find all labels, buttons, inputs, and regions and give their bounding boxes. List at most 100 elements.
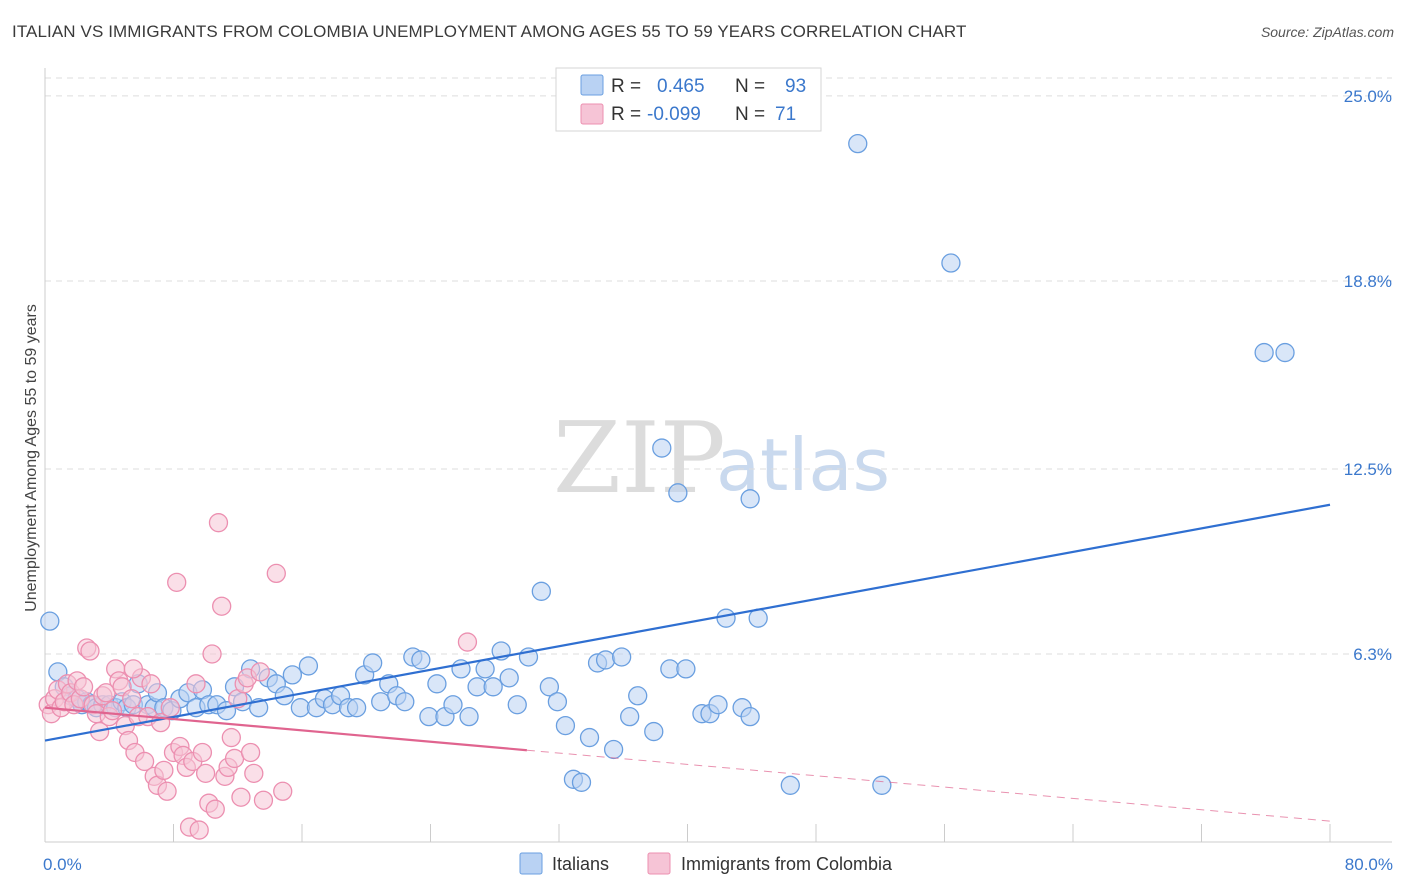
point-1-20 <box>102 701 123 721</box>
point-1-67 <box>266 563 286 584</box>
bottom-legend: Italians Immigrants from Colombia <box>519 852 893 875</box>
chart-title: ITALIAN VS IMMIGRANTS FROM COLOMBIA UNEM… <box>12 22 967 41</box>
point-0-62 <box>499 668 519 688</box>
bottom-legend-swatch-colombia <box>647 852 671 875</box>
x-tick-label-1: 80.0% <box>1345 855 1393 874</box>
point-0-71 <box>579 727 600 748</box>
legend-r-label-1: R = <box>611 76 641 97</box>
legend-r-label-2: R = <box>611 104 641 125</box>
point-0-46 <box>371 692 391 712</box>
point-0-94 <box>941 253 961 273</box>
point-1-47 <box>189 820 209 840</box>
legend-swatch-colombia <box>580 103 604 125</box>
point-0-49 <box>395 692 415 712</box>
trend-line-0 <box>44 503 1331 742</box>
data-points <box>38 134 1295 840</box>
bottom-legend-swatch-italians <box>519 852 543 875</box>
series-1-points <box>38 513 478 840</box>
y-tick-labels: 6.3% 12.5% 18.8% 25.0% <box>1344 87 1392 664</box>
x-tick-label-0: 0.0% <box>43 855 82 874</box>
point-0-96 <box>1275 342 1295 363</box>
point-0-66 <box>539 677 560 697</box>
watermark-zip: ZIP <box>553 402 726 516</box>
point-0-63 <box>507 695 527 715</box>
point-1-11 <box>73 677 94 697</box>
point-0-82 <box>676 659 696 679</box>
point-1-37 <box>157 781 177 801</box>
point-1-32 <box>141 674 161 694</box>
point-0-79 <box>652 438 672 458</box>
point-0-43 <box>346 698 367 718</box>
point-1-60 <box>231 787 251 807</box>
point-1-63 <box>240 742 261 763</box>
y-axis-label: Unemployment Among Ages 55 to 59 years <box>23 304 40 612</box>
point-0-68 <box>555 715 576 736</box>
point-1-13 <box>80 641 100 661</box>
point-1-65 <box>250 662 270 682</box>
point-0-88 <box>740 707 760 727</box>
point-1-52 <box>205 799 225 819</box>
chart-source: Source: ZipAtlas.com <box>1260 24 1394 40</box>
point-0-45 <box>363 653 383 673</box>
watermark: ZIP atlas <box>553 402 890 516</box>
point-0-76 <box>620 707 640 727</box>
legend-n-value-italians: 93 <box>785 76 806 97</box>
y-tick-label-1: 12.5% <box>1344 460 1392 479</box>
legend-n-value-colombia: 71 <box>775 104 796 125</box>
point-1-68 <box>273 781 293 801</box>
point-0-92 <box>848 134 868 154</box>
y-tick-label-0: 6.3% <box>1353 645 1392 664</box>
legend-n-label-2: N = <box>735 104 765 125</box>
y-tick-label-2: 18.8% <box>1344 272 1392 291</box>
legend-n-label-1: N = <box>735 76 765 97</box>
point-0-59 <box>475 659 495 679</box>
point-0-52 <box>419 707 439 727</box>
point-1-36 <box>154 760 174 781</box>
point-0-57 <box>459 707 479 727</box>
point-0-85 <box>708 695 728 715</box>
point-1-51 <box>202 644 222 664</box>
bottom-legend-italians: Italians <box>552 854 609 874</box>
point-0-75 <box>611 647 632 667</box>
point-0-70 <box>571 772 592 792</box>
point-1-53 <box>208 513 229 533</box>
point-0-60 <box>483 677 503 697</box>
gridlines <box>45 77 1392 655</box>
point-0-77 <box>628 686 648 706</box>
point-0-78 <box>644 721 664 742</box>
point-1-49 <box>195 763 216 784</box>
point-1-26 <box>122 689 142 709</box>
point-1-66 <box>253 790 274 810</box>
point-0-37 <box>298 656 319 676</box>
legend-r-value-italians: 0.465 <box>657 76 705 97</box>
point-0-81 <box>668 483 688 503</box>
point-1-64 <box>244 763 264 784</box>
trend-line-dashed-1 <box>526 749 1331 822</box>
legend-r-value-colombia: -0.099 <box>647 104 701 125</box>
point-1-40 <box>167 572 187 593</box>
point-0-35 <box>282 665 303 685</box>
point-0-74 <box>603 739 624 760</box>
point-1-54 <box>212 596 232 616</box>
point-1-58 <box>224 748 245 769</box>
y-tick-label-3: 25.0% <box>1344 87 1392 106</box>
point-1-57 <box>221 727 241 748</box>
point-1-48 <box>192 742 213 763</box>
point-0-51 <box>411 650 431 670</box>
legend-swatch-italians <box>580 74 604 96</box>
trend-line-1 <box>44 706 527 752</box>
trend-lines <box>44 503 1331 822</box>
legend: R = 0.465 N = 93 R = -0.099 N = 71 <box>555 67 822 132</box>
point-1-30 <box>134 751 155 772</box>
point-1-46 <box>186 674 206 694</box>
point-0-65 <box>531 581 551 601</box>
point-0-86 <box>716 608 736 628</box>
point-0-73 <box>595 650 616 670</box>
point-0-0 <box>40 611 60 631</box>
point-0-58 <box>467 677 487 697</box>
point-1-69 <box>457 632 478 652</box>
point-1-38 <box>160 698 180 718</box>
x-tick-labels: 0.0% 80.0% <box>43 855 1393 874</box>
point-0-95 <box>1254 342 1274 363</box>
